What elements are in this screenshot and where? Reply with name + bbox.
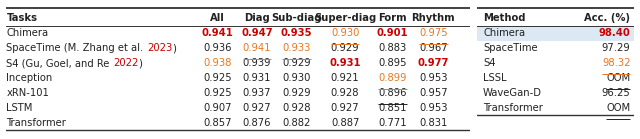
Text: 0.925: 0.925: [204, 73, 232, 83]
Text: 0.876: 0.876: [243, 118, 271, 128]
Text: 0.831: 0.831: [419, 118, 447, 128]
Text: 0.930: 0.930: [331, 28, 359, 38]
Text: 0.929: 0.929: [331, 43, 360, 53]
Text: Sub-diag: Sub-diag: [271, 13, 322, 23]
Text: 2023: 2023: [147, 43, 172, 53]
Text: Method: Method: [483, 13, 525, 23]
Text: 0.883: 0.883: [378, 43, 406, 53]
Text: 0.937: 0.937: [243, 88, 271, 98]
Text: 0.887: 0.887: [331, 118, 359, 128]
Text: 0.929: 0.929: [282, 58, 310, 68]
Text: SpaceTime: SpaceTime: [483, 43, 538, 53]
Text: Transformer: Transformer: [483, 103, 543, 113]
Text: 0.927: 0.927: [243, 103, 271, 113]
Text: SpaceTime (M. Zhang et al.: SpaceTime (M. Zhang et al.: [6, 43, 147, 53]
Text: 0.939: 0.939: [243, 58, 271, 68]
Text: 0.857: 0.857: [204, 118, 232, 128]
Bar: [477, 26, 634, 41]
Text: 0.938: 0.938: [204, 58, 232, 68]
Text: 0.936: 0.936: [204, 43, 232, 53]
Text: 0.967: 0.967: [419, 43, 447, 53]
Text: 0.953: 0.953: [419, 73, 447, 83]
Text: 0.882: 0.882: [282, 118, 310, 128]
Text: 0.921: 0.921: [331, 73, 360, 83]
Text: 0.941: 0.941: [202, 28, 234, 38]
Text: OOM: OOM: [606, 73, 630, 83]
Text: 0.929: 0.929: [282, 88, 310, 98]
Text: Transformer: Transformer: [6, 118, 67, 128]
Text: 0.928: 0.928: [331, 88, 360, 98]
Text: 0.899: 0.899: [378, 73, 406, 83]
Text: WaveGan-D: WaveGan-D: [483, 88, 542, 98]
Text: 97.29: 97.29: [602, 43, 630, 53]
Text: 0.941: 0.941: [243, 43, 271, 53]
Text: 96.25: 96.25: [602, 88, 630, 98]
Text: Rhythm: Rhythm: [412, 13, 455, 23]
Text: 0.953: 0.953: [419, 103, 447, 113]
Text: 0.925: 0.925: [204, 88, 232, 98]
Text: 0.947: 0.947: [241, 28, 273, 38]
Text: 0.851: 0.851: [378, 103, 406, 113]
Text: Chimera: Chimera: [483, 28, 525, 38]
Text: All: All: [210, 13, 225, 23]
Text: LSTM: LSTM: [6, 103, 33, 113]
Text: 0.931: 0.931: [243, 73, 271, 83]
Text: LSSL: LSSL: [483, 73, 507, 83]
Text: 0.933: 0.933: [282, 43, 310, 53]
Text: Super-diag: Super-diag: [314, 13, 376, 23]
Text: 0.957: 0.957: [419, 88, 447, 98]
Text: Form: Form: [378, 13, 407, 23]
Text: ): ): [138, 58, 142, 68]
Text: Acc. (%): Acc. (%): [584, 13, 630, 23]
Text: Chimera: Chimera: [6, 28, 49, 38]
Text: 0.935: 0.935: [281, 28, 312, 38]
Text: 0.896: 0.896: [378, 88, 406, 98]
Text: Diag: Diag: [244, 13, 270, 23]
Text: S4: S4: [483, 58, 495, 68]
Text: 0.928: 0.928: [282, 103, 310, 113]
Text: 0.907: 0.907: [204, 103, 232, 113]
Text: 98.32: 98.32: [602, 58, 630, 68]
Text: Inception: Inception: [6, 73, 52, 83]
Text: 0.977: 0.977: [417, 58, 449, 68]
Text: 0.901: 0.901: [376, 28, 408, 38]
Text: OOM: OOM: [606, 103, 630, 113]
Text: 0.975: 0.975: [419, 28, 447, 38]
Text: S4 (Gu, Goel, and Re: S4 (Gu, Goel, and Re: [6, 58, 113, 68]
Text: 0.927: 0.927: [331, 103, 360, 113]
Text: xRN-101: xRN-101: [6, 88, 49, 98]
Text: 2022: 2022: [113, 58, 138, 68]
Text: 0.895: 0.895: [378, 58, 406, 68]
Text: Tasks: Tasks: [6, 13, 37, 23]
Text: 0.771: 0.771: [378, 118, 407, 128]
Text: 0.930: 0.930: [282, 73, 310, 83]
Text: ): ): [172, 43, 176, 53]
Text: 98.40: 98.40: [598, 28, 630, 38]
Text: 0.931: 0.931: [330, 58, 361, 68]
